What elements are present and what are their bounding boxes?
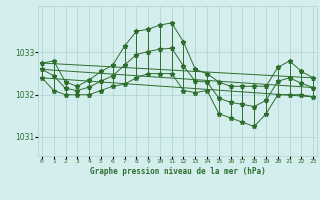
X-axis label: Graphe pression niveau de la mer (hPa): Graphe pression niveau de la mer (hPa) bbox=[90, 167, 266, 176]
